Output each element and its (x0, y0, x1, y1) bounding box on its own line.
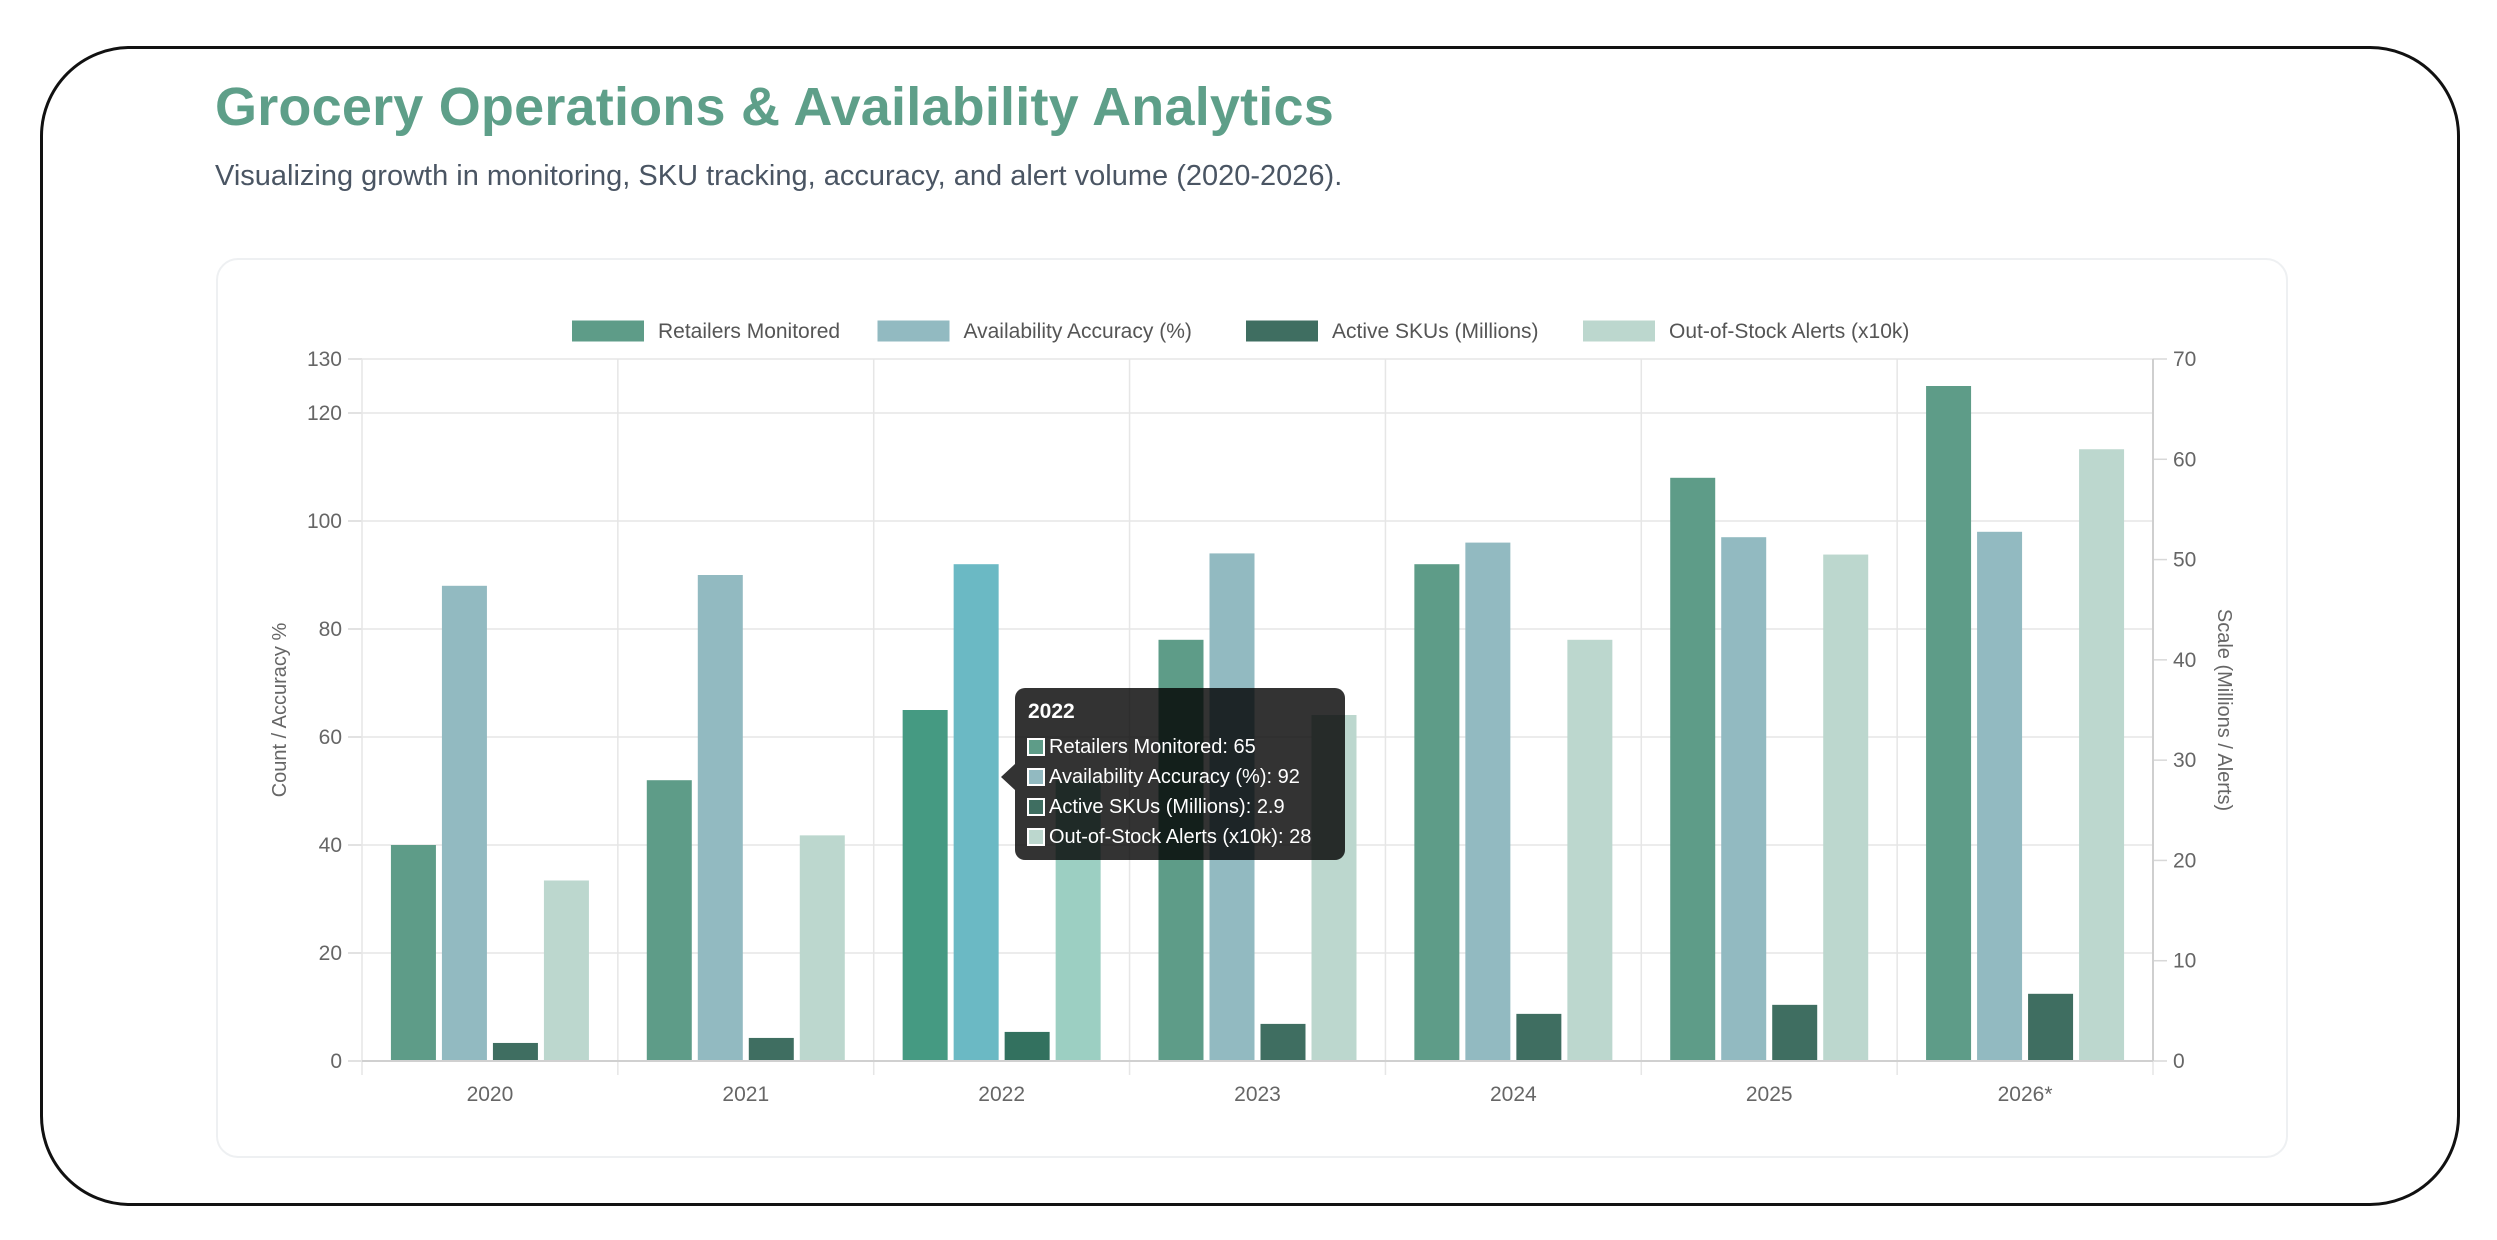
tooltip-row-text: Out-of-Stock Alerts (x10k): 28 (1049, 825, 1312, 848)
y-right-tick-label: 70 (2173, 348, 2196, 371)
legend-swatch (1583, 320, 1655, 342)
bar (1926, 386, 1972, 1061)
bar (1567, 639, 1613, 1061)
bar (2079, 449, 2125, 1061)
bar (1772, 1004, 1818, 1061)
bar (1516, 1013, 1562, 1061)
bar (1823, 554, 1869, 1061)
y-left-tick-label: 100 (307, 510, 342, 533)
y-right-tick-label: 50 (2173, 549, 2196, 572)
x-tick-label: 2026* (1998, 1083, 2053, 1106)
x-tick-label: 2020 (467, 1083, 514, 1106)
tooltip-swatch (1027, 738, 1045, 756)
bar (1721, 537, 1767, 1061)
tooltip-row: Out-of-Stock Alerts (x10k): 28 (1027, 822, 1333, 852)
y-right-tick-label: 60 (2173, 448, 2196, 471)
x-tick-label: 2021 (722, 1083, 769, 1106)
bar (799, 835, 845, 1061)
y-left-tick-label: 60 (319, 726, 342, 749)
bar (1670, 477, 1716, 1061)
bar (953, 564, 999, 1061)
x-tick-label: 2024 (1490, 1083, 1537, 1106)
tooltip-row: Availability Accuracy (%): 92 (1027, 762, 1333, 792)
bar (1977, 531, 2023, 1061)
legend-label: Active SKUs (Millions) (1332, 320, 1539, 343)
tooltip-swatch (1027, 798, 1045, 816)
chart-legend: Retailers Monitored Availability Accuracy… (572, 320, 1909, 343)
tooltip-row: Active SKUs (Millions): 2.9 (1027, 792, 1333, 822)
legend-label: Availability Accuracy (%) (964, 320, 1192, 343)
bar (1260, 1023, 1306, 1061)
y-left-tick-label: 20 (319, 942, 342, 965)
y-right-tick-label: 20 (2173, 849, 2196, 872)
y-right-tick-label: 40 (2173, 649, 2196, 672)
y-left-tick-label: 120 (307, 402, 342, 425)
bar (390, 845, 436, 1061)
tooltip-row-text: Active SKUs (Millions): 2.9 (1049, 795, 1285, 818)
bar (492, 1042, 538, 1061)
legend-label: Out-of-Stock Alerts (x10k) (1669, 320, 1909, 343)
page-title: Grocery Operations & Availability Analyt… (215, 77, 1334, 137)
legend-swatch (877, 320, 950, 342)
y-left-axis-title: Count / Accuracy % (269, 623, 291, 798)
y-right-tick-label: 10 (2173, 950, 2196, 973)
bar (2028, 993, 2074, 1061)
bar (1465, 542, 1511, 1061)
y-left-tick-label: 40 (319, 834, 342, 857)
bar (697, 575, 743, 1061)
bar (902, 710, 948, 1061)
x-tick-label: 2023 (1234, 1083, 1281, 1106)
y-right-axis-title: Scale (Millions / Alerts) (2213, 609, 2235, 811)
tooltip-row-text: Retailers Monitored: 65 (1049, 735, 1256, 758)
page-subtitle: Visualizing growth in monitoring, SKU tr… (215, 160, 1343, 192)
y-left-tick-label: 0 (330, 1050, 342, 1073)
legend-swatch (1246, 320, 1318, 342)
tooltip-row-text: Availability Accuracy (%): 92 (1049, 765, 1300, 788)
chart-axes: 0 20 40 60 80 100 120 130 0 10 20 30 40 50 60 70 2020 202… (269, 348, 2235, 1106)
y-right-tick-label: 0 (2173, 1050, 2185, 1073)
y-left-tick-label: 130 (307, 348, 342, 371)
tooltip-row: Retailers Monitored: 65 (1027, 732, 1333, 762)
x-tick-label: 2025 (1746, 1083, 1793, 1106)
tooltip-title: 2022 (1028, 700, 1075, 723)
y-left-tick-label: 80 (319, 618, 342, 641)
bar (1414, 564, 1460, 1061)
legend-swatch (572, 320, 644, 342)
bar (543, 880, 589, 1061)
bar (748, 1037, 794, 1061)
chart-tooltip: 2022 Retailers Monitored: 65 Availabilit… (1001, 688, 1345, 860)
legend-label: Retailers Monitored (658, 320, 840, 343)
tooltip-swatch (1027, 768, 1045, 786)
y-right-tick-label: 30 (2173, 749, 2196, 772)
bar (441, 585, 487, 1061)
bar (1004, 1031, 1050, 1061)
x-tick-label: 2022 (978, 1083, 1025, 1106)
bar (646, 780, 692, 1061)
tooltip-swatch (1027, 828, 1045, 846)
